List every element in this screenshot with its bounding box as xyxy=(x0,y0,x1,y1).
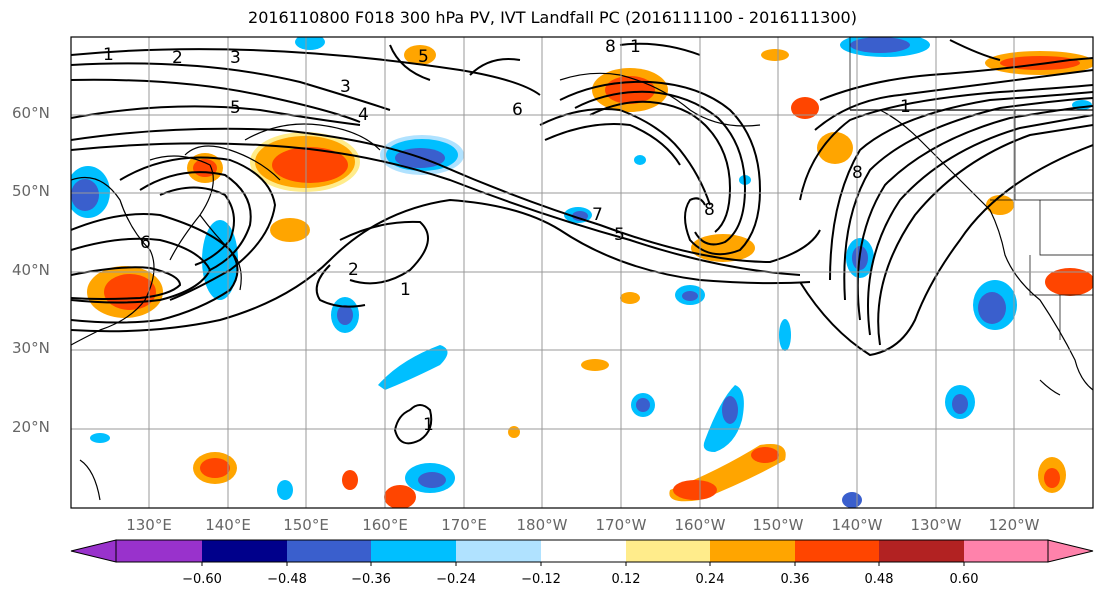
colorbar-tick-label: −0.36 xyxy=(351,572,391,587)
colorbar-segment xyxy=(202,540,287,562)
contour-label: 6 xyxy=(512,100,523,120)
colorbar-segment xyxy=(795,540,879,562)
colorbar-segment xyxy=(710,540,795,562)
lon-label: 140°W xyxy=(831,516,883,534)
colorbar-tick-label: −0.24 xyxy=(436,572,476,587)
colorbar-segment xyxy=(456,540,541,562)
colorbar-tick-label: −0.12 xyxy=(521,572,561,587)
lon-label: 160°W xyxy=(674,516,726,534)
map-title: 2016110800 F018 300 hPa PV, IVT Landfall… xyxy=(248,8,857,27)
contour-label: 4 xyxy=(358,105,369,125)
colorbar-segment xyxy=(879,540,964,562)
map-content: 1 2 3 5 3 4 5 6 8 7 5 8 1 1 6 8 2 1 1 xyxy=(71,37,1093,508)
colorbar-segment xyxy=(964,540,1048,562)
lon-label: 130°W xyxy=(910,516,962,534)
contour-label: 1 xyxy=(103,45,114,65)
contour-labels: 1 2 3 5 3 4 5 6 8 7 5 8 1 1 6 8 2 1 1 xyxy=(103,37,911,435)
colorbar-tick-label: 0.60 xyxy=(949,572,979,587)
map-frame xyxy=(70,36,1094,509)
contour-label: 5 xyxy=(230,98,241,118)
contour-label: 1 xyxy=(400,280,411,300)
contour-label: 1 xyxy=(630,37,641,57)
lon-label: 170°W xyxy=(595,516,647,534)
colorbar-tick-label: 0.12 xyxy=(611,572,641,587)
political-borders xyxy=(849,37,1093,340)
contour-label: 3 xyxy=(340,77,351,97)
colorbar-max-extension xyxy=(1047,539,1094,563)
colorbar-segment xyxy=(371,540,456,562)
lat-label-50n: 50°N xyxy=(12,182,50,200)
lon-label: 120°W xyxy=(988,516,1040,534)
contour-label: 8 xyxy=(704,200,715,220)
lon-label: 150°E xyxy=(283,516,329,534)
pv-contours xyxy=(71,39,1093,445)
colorbar xyxy=(70,539,1094,566)
contour-label: 1 xyxy=(900,97,911,117)
contour-label: 2 xyxy=(348,260,359,280)
contour-label: 5 xyxy=(418,47,429,67)
contour-label: 1 xyxy=(423,415,434,435)
contour-label: 2 xyxy=(172,48,183,68)
colorbar-tick-label: −0.48 xyxy=(267,572,307,587)
contour-label: 8 xyxy=(852,163,863,183)
lon-label: 140°E xyxy=(205,516,251,534)
colorbar-segment xyxy=(541,540,626,562)
lat-label-40n: 40°N xyxy=(12,261,50,279)
lat-label-60n: 60°N xyxy=(12,104,50,122)
colorbar-segment xyxy=(116,540,202,562)
colorbar-tick-label: 0.36 xyxy=(780,572,810,587)
contour-label: 8 xyxy=(605,37,616,57)
colorbar-tick-label: 0.24 xyxy=(695,572,725,587)
colorbar-tick-label: 0.48 xyxy=(864,572,894,587)
colorbar-segment xyxy=(287,540,371,562)
lon-label: 170°E xyxy=(441,516,487,534)
pv-anomaly-shading xyxy=(71,37,1093,508)
contour-label: 5 xyxy=(614,225,625,245)
lon-label: 160°E xyxy=(362,516,408,534)
contour-label: 3 xyxy=(230,48,241,68)
lon-label: 150°W xyxy=(752,516,804,534)
colorbar-tick-label: −0.60 xyxy=(182,572,222,587)
contour-label: 6 xyxy=(140,233,151,253)
lat-label-30n: 30°N xyxy=(12,339,50,357)
colorbar-min-extension xyxy=(70,539,117,563)
lon-label: 130°E xyxy=(126,516,172,534)
graticule xyxy=(71,37,1093,508)
contour-label: 7 xyxy=(592,205,603,225)
lon-label: 180°W xyxy=(516,516,568,534)
colorbar-segment xyxy=(626,540,710,562)
lat-label-20n: 20°N xyxy=(12,418,50,436)
